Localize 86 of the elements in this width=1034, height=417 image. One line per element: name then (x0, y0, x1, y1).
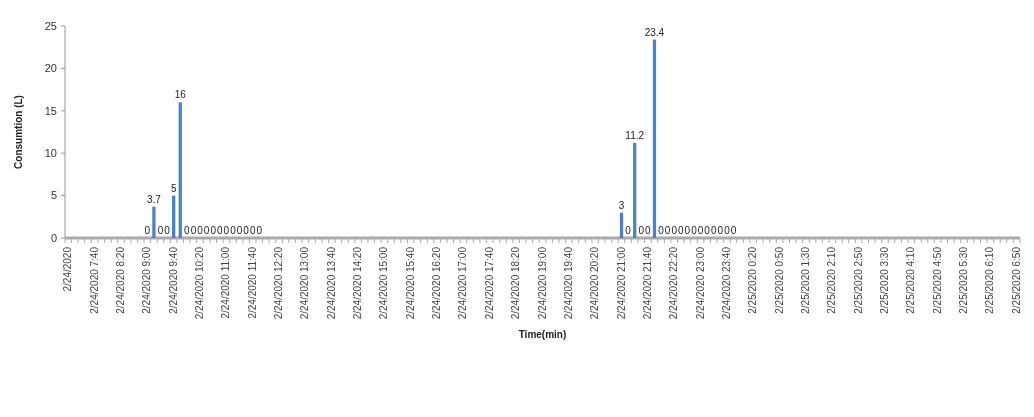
data-label: 0 (625, 225, 632, 236)
x-tick-label: 2/24/2020 11:00 (220, 246, 232, 319)
data-label: 0 (638, 225, 645, 236)
data-label: 0 (184, 225, 191, 236)
x-tick-label: 2/24/2020 23:00 (694, 246, 706, 320)
data-label: 3.7 (146, 193, 162, 205)
x-tick-label: 2/24/2020 19:00 (536, 246, 548, 320)
x-tick-label: 2/25/2020 3:30 (878, 246, 890, 314)
x-tick-label: 2/24/2020 7:40 (88, 246, 100, 314)
x-tick-label: 2/24/2020 21:40 (641, 246, 653, 320)
data-label: 0 (710, 225, 717, 236)
data-label: 11.2 (625, 130, 645, 142)
x-tick-label: 2/25/2020 0:50 (773, 246, 785, 314)
data-label: 0 (717, 225, 724, 236)
y-axis-title: Consumtion (L) (13, 95, 24, 169)
x-tick-label: 2/24/2020 17:40 (483, 246, 495, 320)
data-label: 23.4 (644, 26, 665, 38)
x-tick-label: 2/25/2020 5:30 (958, 246, 970, 314)
data-label: 0 (243, 225, 250, 236)
y-tick-label: 20 (44, 62, 57, 75)
data-label: 0 (658, 225, 665, 236)
y-tick-label: 25 (44, 19, 57, 32)
x-tick-label: 2/24/2020 19:40 (562, 246, 574, 320)
x-tick-label: 2/24/2020 22:20 (668, 246, 680, 320)
bar (652, 39, 657, 238)
data-label: 0 (190, 225, 197, 236)
x-tick-label: 2/25/2020 4:50 (931, 246, 943, 314)
data-label: 3 (618, 199, 625, 211)
x-tick-label: 2/24/2020 9:00 (141, 246, 153, 314)
data-label: 0 (216, 225, 223, 236)
data-label: 0 (249, 225, 256, 236)
data-label: 0 (691, 225, 698, 236)
y-tick-label: 10 (44, 147, 57, 160)
x-tick-label: 2/24/2020 (62, 246, 74, 292)
data-label: 0 (157, 225, 164, 236)
x-tick-label: 2/25/2020 6:10 (984, 246, 996, 314)
data-label: 0 (197, 225, 204, 236)
data-label: 0 (256, 225, 263, 236)
x-tick-label: 2/24/2020 15:40 (404, 246, 416, 320)
bar (172, 195, 176, 238)
data-label: 0 (236, 225, 243, 236)
x-tick-label: 2/25/2020 4:10 (905, 246, 917, 314)
x-tick-label: 2/24/2020 23:40 (720, 246, 732, 320)
x-tick-label: 2/24/2020 11:40 (246, 246, 258, 319)
data-label: 0 (230, 225, 237, 236)
x-tick-label: 2/24/2020 17:00 (457, 246, 469, 320)
data-label: 0 (704, 225, 711, 236)
x-tick-label: 2/24/2020 21:00 (615, 246, 627, 320)
bar (178, 102, 182, 238)
data-label: 5 (170, 182, 177, 194)
data-label: 0 (730, 225, 737, 236)
y-tick-label: 0 (50, 231, 57, 244)
data-label: 16 (174, 89, 187, 101)
y-tick-label: 15 (44, 104, 57, 117)
x-tick-label: 2/24/2020 18:20 (510, 246, 522, 320)
x-tick-label: 2/24/2020 9:40 (167, 246, 179, 314)
bar (633, 143, 637, 238)
x-tick-label: 2/25/2020 2:50 (852, 246, 864, 314)
bar (152, 206, 156, 238)
data-label: 0 (203, 225, 210, 236)
data-label: 0 (664, 225, 671, 236)
data-label: 0 (144, 225, 151, 236)
data-label: 0 (164, 225, 171, 236)
x-tick-label: 2/24/2020 14:20 (352, 246, 364, 320)
data-label: 0 (724, 225, 731, 236)
x-tick-label: 2/24/2020 20:20 (589, 246, 601, 320)
y-tick-label: 5 (50, 189, 57, 202)
x-tick-label: 2/24/2020 10:20 (194, 246, 206, 320)
x-tick-label: 2/24/2020 15:00 (378, 246, 390, 320)
x-tick-label: 2/25/2020 2:10 (826, 246, 838, 314)
x-tick-label: 2/24/2020 12:20 (273, 246, 285, 320)
x-tick-label: 2/25/2020 1:30 (799, 246, 811, 314)
x-tick-label: 2/24/2020 13:40 (325, 246, 337, 320)
x-tick-label: 2/25/2020 6:50 (1010, 246, 1022, 314)
data-label: 0 (210, 225, 217, 236)
data-label: 0 (684, 225, 691, 236)
data-label: 0 (678, 225, 685, 236)
data-label: 0 (223, 225, 230, 236)
x-tick-label: 2/24/2020 16:20 (431, 246, 443, 320)
x-tick-label: 2/25/2020 0:20 (747, 246, 759, 314)
x-axis-title: Time(min) (518, 329, 567, 340)
x-tick-label: 2/24/2020 13:00 (299, 246, 311, 320)
data-label: 0 (697, 225, 704, 236)
data-label: 0 (645, 225, 652, 236)
x-tick-label: 2/24/2020 8:20 (114, 246, 126, 314)
data-label: 0 (671, 225, 678, 236)
